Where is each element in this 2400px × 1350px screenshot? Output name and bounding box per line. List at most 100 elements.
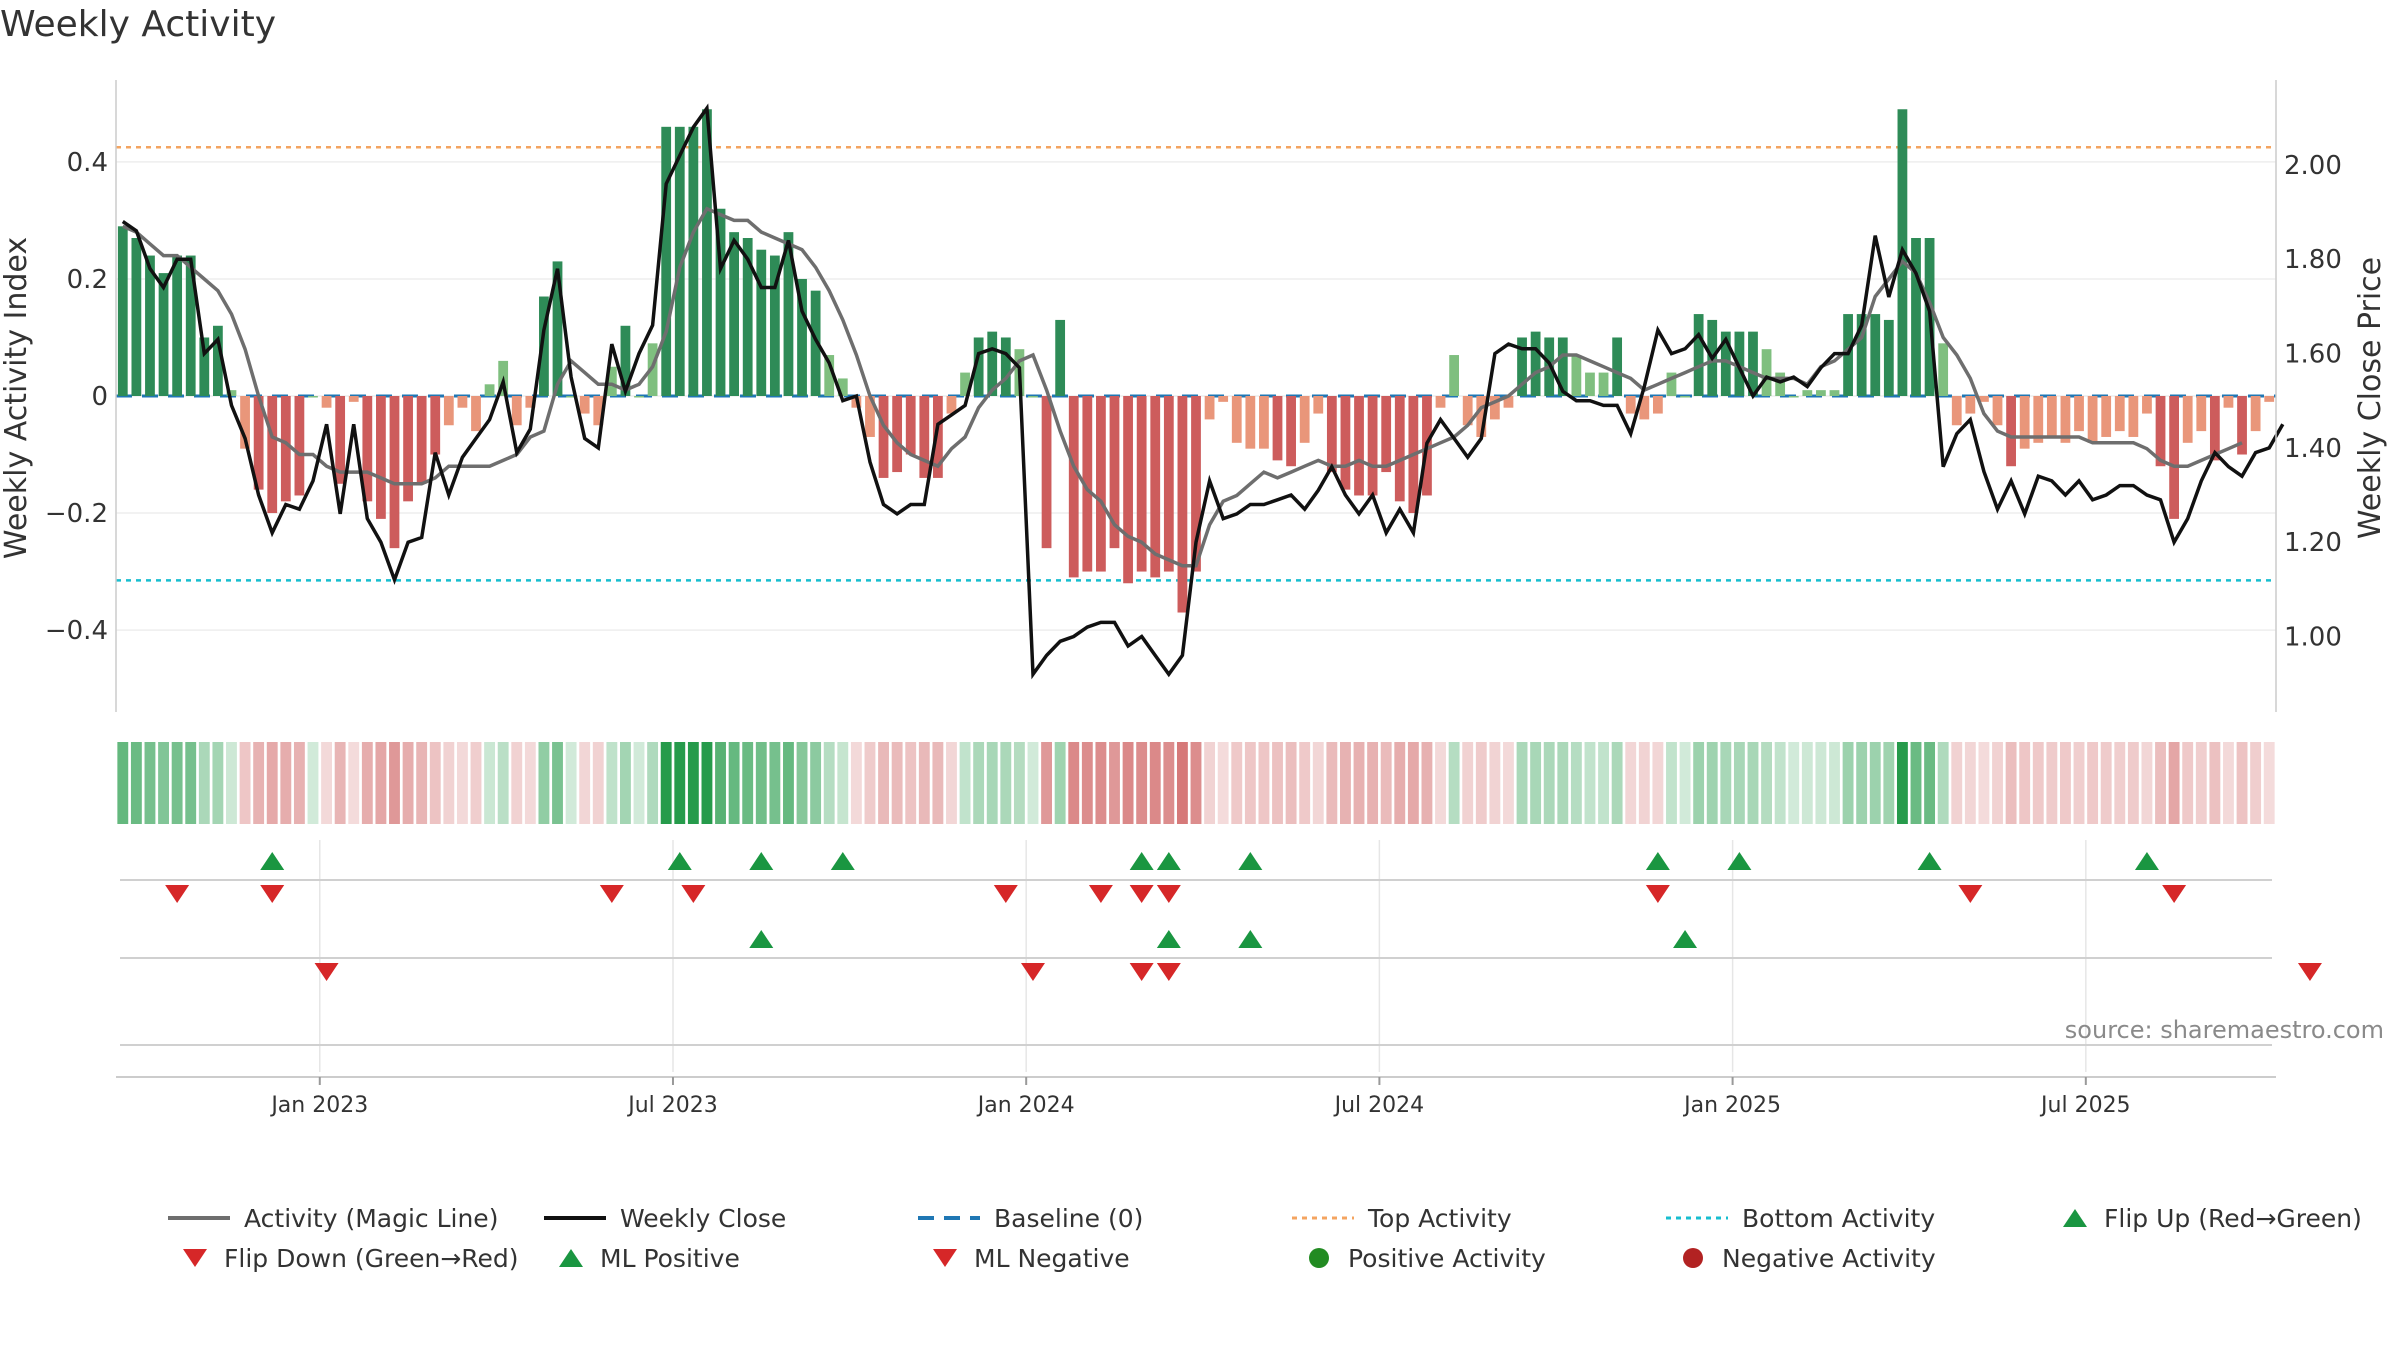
y-right-tick-label: 1.20 [2284, 528, 2342, 558]
heatstrip-cell [1435, 742, 1446, 824]
heatstrip-cell [443, 742, 455, 824]
heatstrip-cell [674, 742, 686, 824]
heatstrip-cell [1380, 742, 1392, 824]
activity-bar [729, 232, 740, 396]
activity-bar [1191, 396, 1201, 572]
activity-bar [2142, 396, 2152, 414]
activity-bar [1503, 396, 1514, 408]
activity-bar [1476, 396, 1487, 437]
activity-bar [1326, 396, 1337, 473]
activity-bar [2155, 396, 2166, 467]
grid-layer [116, 161, 2276, 1072]
x-tick-label: Jul 2025 [2039, 1093, 2131, 1118]
activity-bar [2006, 396, 2016, 467]
heatstrip-cell [185, 742, 197, 824]
activity-bar [2250, 396, 2261, 432]
activity-bar [1775, 372, 1786, 396]
y-left-tick-label: −0.2 [45, 499, 108, 529]
activity-bar [1313, 396, 1324, 414]
flip-down-marker [1088, 885, 1113, 903]
activity-bar [783, 232, 794, 396]
ml-negative-marker [1020, 963, 1045, 981]
activity-bar [145, 255, 155, 396]
activity-bar [1870, 314, 1881, 396]
heatstrip-cell [918, 742, 930, 824]
heatstrip-cell [1706, 742, 1718, 824]
heatstrip-cell [307, 742, 319, 824]
activity-bar [1979, 396, 1989, 402]
heatstrip-cell [1231, 742, 1243, 824]
activity-bar [1109, 396, 1120, 549]
heatstrip-cell [1856, 742, 1868, 824]
heatstrip-cell [1747, 742, 1759, 824]
heatstrip-cell [973, 742, 985, 824]
heatstrip-cell [497, 742, 509, 824]
heatstrip-cell [1149, 742, 1161, 824]
activity-bar [416, 396, 427, 484]
activity-bar [606, 366, 617, 396]
legend-label: ML Negative [974, 1243, 1130, 1273]
flip-down-marker [1129, 885, 1154, 903]
heatstrip-cell [1448, 742, 1460, 824]
heatstrip-cell [783, 742, 794, 824]
heatstrip-cell [266, 742, 278, 824]
activity-bar [1802, 390, 1813, 396]
flip-down-marker [2162, 885, 2187, 903]
ml-positive-marker [749, 930, 774, 948]
heatstrip-cell [552, 742, 563, 824]
flip-down-marker [1958, 885, 1983, 903]
legend-label: Weekly Close [620, 1203, 787, 1233]
heatstrip-cell [905, 742, 917, 824]
ml-positive-marker [1673, 930, 1698, 948]
flip-down-marker [1156, 885, 1181, 903]
activity-bar [1367, 396, 1378, 496]
heatstrip-cell [2168, 742, 2180, 824]
heatstrip-cell [361, 742, 373, 824]
heatstrip-cell [1570, 742, 1582, 824]
activity-bar [457, 396, 468, 408]
heatstrip-cell [592, 742, 604, 824]
activity-bar [1272, 396, 1283, 461]
activity-bar [2196, 396, 2207, 432]
flip-up-marker [260, 852, 285, 870]
heatstrip-cell [687, 742, 699, 824]
y-left-tick-label: −0.4 [45, 616, 108, 646]
activity-bar [1951, 396, 1962, 426]
heatstrip-cell [144, 742, 156, 824]
heatstrip-cell [2019, 742, 2031, 824]
y-axis-right-label: Weekly Close Price [2353, 257, 2388, 539]
heatstrip-cell [2263, 742, 2275, 824]
flip-up-marker [667, 852, 692, 870]
triangle-down-icon [183, 1249, 207, 1267]
x-tick-label: Jan 2023 [269, 1093, 368, 1118]
activity-bar [810, 290, 821, 396]
activity-bar [321, 396, 332, 408]
legend-flip-down: Flip Down (Green→Red) [180, 1240, 519, 1276]
heatstrip-cell [1625, 742, 1637, 824]
activity-bar [742, 238, 753, 396]
ml-negative-marker [1156, 963, 1181, 981]
heatstrip-cell [239, 742, 251, 824]
ml-negative-marker [314, 963, 339, 981]
heatstrip-cell [755, 742, 767, 824]
bottom-activity-swatch-icon [1666, 1216, 1728, 1220]
activity-bar [2264, 396, 2275, 402]
activity-bar [389, 396, 400, 549]
activity-bar [511, 396, 522, 426]
activity-bar [1163, 396, 1174, 572]
top-activity-swatch-icon [1292, 1216, 1354, 1220]
legend-row-2: Flip Down (Green→Red) ML Positive ML Neg… [150, 1240, 2400, 1280]
heatstrip-cell [348, 742, 360, 824]
activity-bar [919, 396, 930, 478]
flip-down-marker [599, 885, 624, 903]
activity-bar [308, 396, 318, 398]
activity-bar [1177, 396, 1188, 613]
heatstrip-cell [524, 742, 536, 824]
y-right-tick-label: 1.00 [2284, 623, 2342, 653]
legend-top-activity: Top Activity [1292, 1200, 1512, 1236]
activity-bar [2209, 396, 2220, 461]
x-axis: Jan 2023 Jul 2023 Jan 2024 Jul 2024 Jan 2025… [116, 1076, 2276, 1118]
heatstrip-cell [1122, 742, 1134, 824]
magic-line-swatch-icon [168, 1216, 230, 1220]
flip-up-marker [1156, 852, 1181, 870]
